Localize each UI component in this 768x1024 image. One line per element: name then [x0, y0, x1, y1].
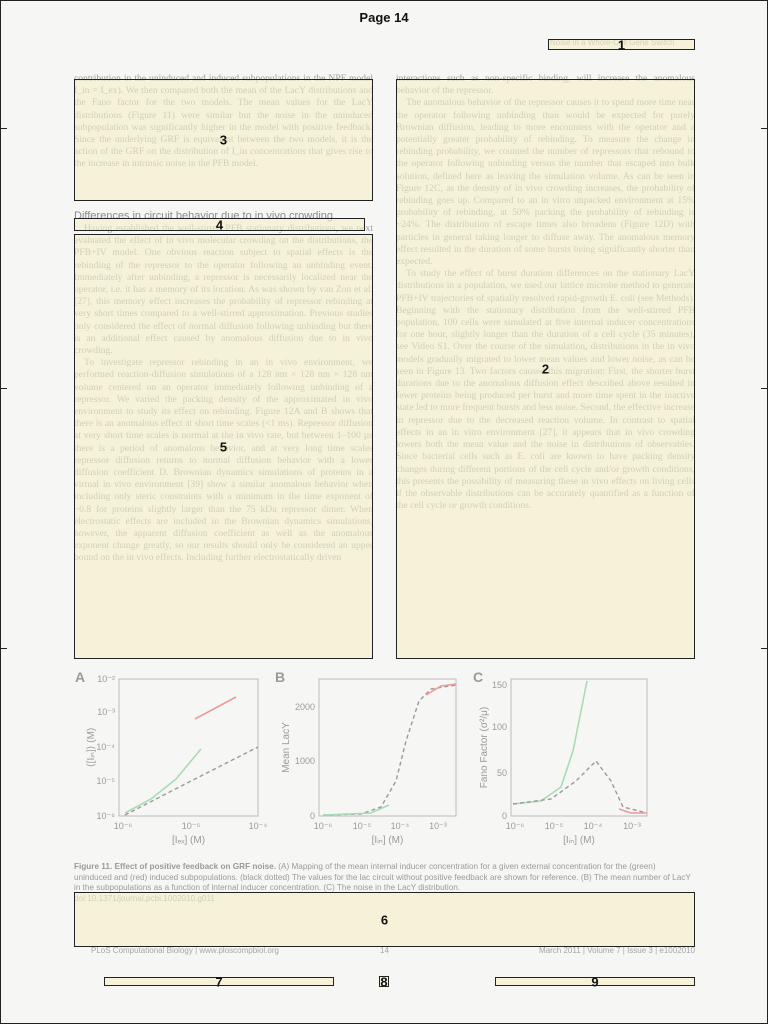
panel-frame [318, 678, 457, 817]
region-box [396, 79, 695, 659]
edge-tick [1, 388, 7, 389]
edge-tick [1, 648, 7, 649]
y-axis-label: ⟨[Iᵢₙ]⟩ (M) [86, 728, 97, 767]
x-tick-label: 10⁻⁵ [353, 821, 372, 831]
curve-uninduced [512, 680, 588, 805]
panel-frame [118, 678, 259, 817]
x-axis-label: [Iₑₓ] (M) [172, 835, 205, 846]
edge-tick [761, 128, 767, 129]
curve-reference [322, 684, 457, 816]
y-tick-label: 10⁻³ [97, 707, 115, 717]
edge-tick [761, 648, 767, 649]
curve-uninduced [124, 748, 202, 814]
region-box [379, 976, 389, 987]
panel-letter: A [75, 669, 85, 685]
y-tick-label: 10⁻² [97, 674, 115, 684]
footer-journal: PLoS Computational Biology | www.ploscom… [91, 946, 279, 955]
region-box [74, 218, 365, 231]
curve-induced [194, 696, 237, 720]
curve-uninduced [322, 804, 390, 816]
x-tick-label: 10⁻⁶ [314, 821, 333, 831]
curve-reference [124, 746, 259, 816]
region-label: 1 [617, 37, 626, 52]
region-box [104, 977, 334, 986]
region-box [495, 977, 695, 986]
y-axis-label: Fano Factor (σ²/μ) [479, 707, 490, 788]
y-tick-label: 10⁻⁵ [97, 776, 116, 786]
x-tick-label: 10⁻⁴ [249, 821, 268, 831]
region-box [74, 79, 373, 201]
x-tick-label: 10⁻³ [623, 821, 641, 831]
caption-title: Figure 11. Effect of positive feedback o… [74, 862, 277, 871]
y-tick-label: 2000 [295, 702, 315, 712]
region-label: 7 [215, 974, 223, 989]
x-tick-label: 10⁻⁶ [114, 821, 133, 831]
region-label: 8 [380, 974, 388, 989]
y-tick-label: 10⁻⁶ [97, 811, 116, 821]
region-label: 2 [541, 361, 550, 377]
x-tick-label: 10⁻⁴ [391, 821, 410, 831]
region-label: 9 [591, 974, 599, 989]
y-tick-label: 150 [492, 680, 507, 690]
edge-tick [1, 128, 7, 129]
x-tick-label: 10⁻³ [429, 821, 447, 831]
region-label: 6 [380, 912, 389, 927]
y-axis-label: Mean LacY [281, 722, 292, 773]
y-tick-label: 1000 [295, 756, 315, 766]
x-tick-label: 10⁻⁴ [584, 821, 603, 831]
region-label: 3 [219, 132, 228, 148]
y-tick-label: 100 [492, 722, 507, 732]
x-tick-label: 10⁻⁵ [182, 821, 201, 831]
curve-induced [618, 808, 647, 814]
figure: A ⟨[Iᵢₙ]⟩ (M) [Iₑₓ] (M) 10⁻² 10⁻³ 10⁻⁴ 10⁻⁵ 10⁻… [75, 669, 648, 846]
panel-frame [510, 678, 648, 817]
region-label: 4 [215, 217, 224, 232]
x-axis-label: [Iᵢₙ] (M) [372, 835, 404, 846]
edge-tick [761, 388, 767, 389]
region-box [74, 892, 695, 947]
curve-reference [512, 759, 648, 814]
panel-letter: B [275, 669, 285, 685]
region-box [74, 234, 373, 659]
curve-induced [425, 683, 457, 696]
region-box [548, 39, 695, 50]
y-tick-label: 10⁻⁴ [96, 742, 115, 752]
caption-text: (A) Mapping of the mean internal inducer… [74, 862, 691, 893]
x-tick-label: 10⁻⁵ [545, 821, 564, 831]
footer-page: 14 [380, 946, 389, 955]
region-label: 5 [219, 439, 228, 454]
page-number: Page 14 [359, 10, 409, 25]
panel-letter: C [473, 669, 483, 685]
x-axis-label: [Iᵢₙ] (M) [563, 835, 595, 846]
y-tick-label: 50 [497, 768, 507, 778]
y-tick-label: 0 [310, 811, 315, 821]
footer-issue: March 2011 | Volume 7 | Issue 3 | e10020… [539, 946, 695, 955]
x-tick-label: 10⁻⁶ [506, 821, 525, 831]
y-tick-label: 0 [502, 811, 507, 821]
